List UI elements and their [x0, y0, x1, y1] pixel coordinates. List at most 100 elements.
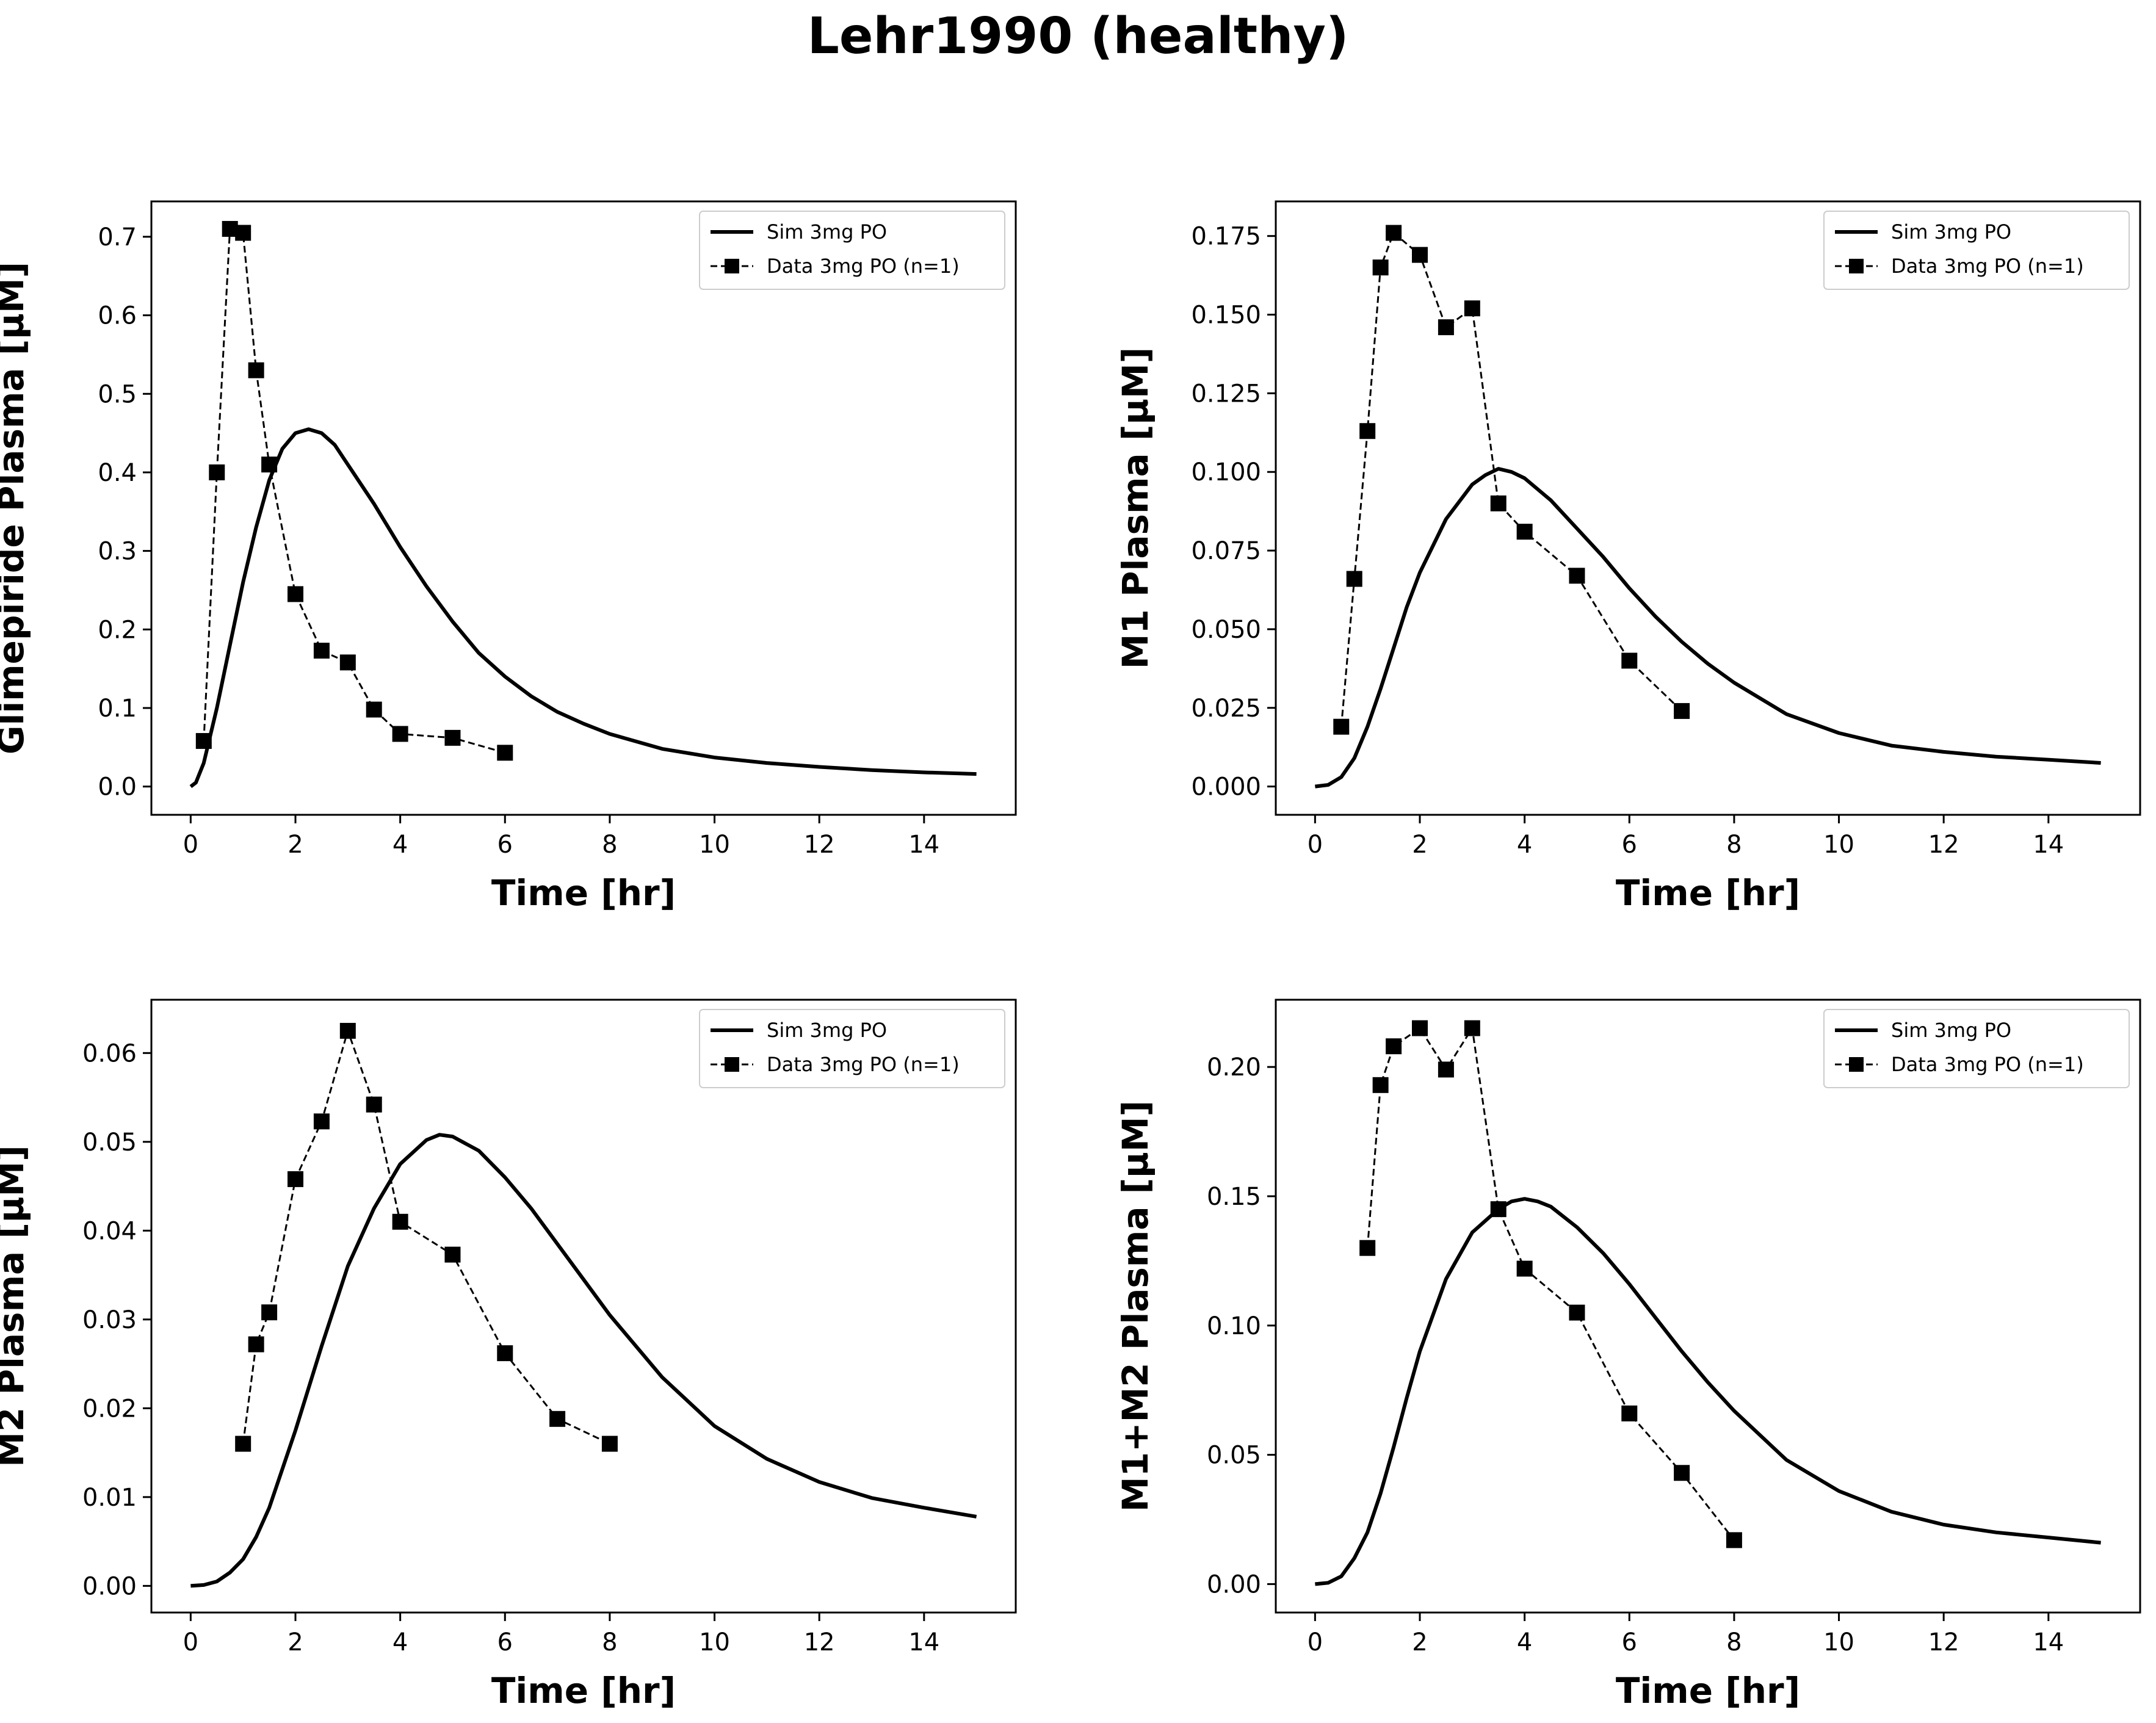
data-point — [1346, 571, 1362, 587]
data-point — [235, 225, 251, 241]
y-axis-label: Glimepiride Plasma [µM] — [0, 262, 32, 754]
legend-box — [699, 211, 1005, 290]
data-point — [1386, 1038, 1402, 1055]
data-point — [1464, 1020, 1480, 1036]
data-point — [366, 1096, 382, 1113]
data-point — [392, 1213, 408, 1230]
data-point — [1359, 423, 1376, 439]
data-point — [392, 726, 408, 742]
legend-data-marker — [725, 1057, 739, 1072]
x-tick-label: 6 — [1622, 831, 1637, 859]
data-point — [1412, 1020, 1428, 1036]
x-tick-label: 2 — [288, 831, 303, 859]
data-point — [1621, 652, 1638, 669]
x-tick-label: 4 — [1517, 831, 1532, 859]
data-point — [1438, 1061, 1454, 1078]
y-tick-label: 0.5 — [98, 380, 137, 408]
sim-line — [189, 427, 977, 789]
data-point — [195, 733, 212, 750]
data-point — [1359, 1240, 1376, 1256]
data-point — [339, 1022, 356, 1039]
y-tick-label: 0.01 — [82, 1484, 137, 1512]
x-tick-label: 8 — [1726, 831, 1742, 859]
data-point — [1464, 300, 1480, 317]
y-tick-label: 0.150 — [1191, 302, 1261, 330]
data-point — [313, 643, 330, 659]
data-point — [288, 586, 303, 602]
y-tick-label: 0.075 — [1191, 537, 1261, 565]
x-tick-label: 6 — [497, 831, 513, 859]
y-tick-label: 0.00 — [82, 1572, 137, 1600]
x-tick-label: 4 — [392, 831, 408, 859]
y-tick-label: 0.7 — [98, 223, 137, 251]
data-point — [1438, 319, 1454, 336]
x-tick-label: 14 — [908, 831, 939, 859]
x-tick-label: 10 — [1823, 831, 1854, 859]
data-point — [601, 1436, 618, 1452]
y-tick-label: 0.20 — [1207, 1053, 1261, 1082]
x-tick-label: 10 — [1823, 1628, 1854, 1656]
data-point — [497, 1345, 513, 1362]
legend-entry: Sim 3mg PO — [767, 220, 887, 244]
y-tick-label: 0.03 — [82, 1306, 137, 1334]
data-point — [339, 654, 356, 671]
x-tick-label: 14 — [2033, 831, 2064, 859]
legend-entry: Data 3mg PO (n=1) — [767, 255, 960, 278]
y-tick-label: 0.05 — [82, 1129, 137, 1157]
data-point — [313, 1113, 330, 1130]
legend-entry: Data 3mg PO (n=1) — [767, 1053, 960, 1076]
x-axis-label: Time [hr] — [1616, 1670, 1800, 1711]
x-tick-label: 14 — [2033, 1628, 2064, 1656]
y-tick-label: 0.175 — [1191, 223, 1261, 251]
legend-entry: Sim 3mg PO — [767, 1019, 887, 1042]
legend-data-marker — [1849, 259, 1864, 273]
data-point — [1516, 1260, 1533, 1277]
x-tick-label: 12 — [804, 831, 835, 859]
y-tick-label: 0.04 — [82, 1217, 137, 1245]
plot-frame — [1275, 999, 2141, 1614]
x-tick-label: 12 — [1928, 831, 1959, 859]
data-point — [444, 729, 461, 746]
x-tick-label: 4 — [1517, 1628, 1532, 1656]
data-point — [1490, 1201, 1507, 1218]
data-point — [209, 464, 225, 480]
legend-entry: Sim 3mg PO — [1891, 1019, 2011, 1042]
legend-entry: Data 3mg PO (n=1) — [1891, 1053, 2084, 1076]
sim-line — [1315, 467, 2101, 789]
y-tick-label: 0.000 — [1191, 773, 1261, 801]
y-tick-label: 0.10 — [1207, 1312, 1261, 1340]
sim-line — [190, 1133, 977, 1588]
x-tick-label: 0 — [183, 1628, 198, 1656]
x-tick-label: 6 — [1622, 1628, 1637, 1656]
y-tick-label: 0.6 — [98, 302, 137, 330]
y-tick-label: 0.125 — [1191, 380, 1261, 408]
x-tick-label: 14 — [908, 1628, 939, 1656]
y-tick-label: 0.1 — [98, 695, 137, 723]
data-point — [1569, 568, 1585, 584]
y-tick-label: 0.15 — [1207, 1183, 1261, 1211]
legend-entry: Sim 3mg PO — [1891, 220, 2011, 244]
legend-box — [1823, 1009, 2130, 1088]
x-tick-label: 0 — [1308, 1628, 1323, 1656]
x-tick-label: 0 — [1308, 831, 1323, 859]
x-tick-label: 12 — [804, 1628, 835, 1656]
x-axis-label: Time [hr] — [491, 872, 676, 914]
y-axis-label: M1 Plasma [µM] — [1115, 347, 1156, 670]
data-point — [1386, 225, 1402, 241]
x-tick-label: 2 — [288, 1628, 303, 1656]
y-tick-label: 0.100 — [1191, 458, 1261, 486]
y-tick-label: 0.05 — [1207, 1442, 1261, 1470]
data-point — [1372, 1077, 1389, 1093]
y-tick-label: 0.050 — [1191, 616, 1261, 644]
x-tick-label: 2 — [1412, 1628, 1427, 1656]
data-point — [1333, 718, 1350, 735]
data-point — [248, 1336, 264, 1353]
x-tick-label: 8 — [602, 1628, 617, 1656]
legend-data-marker — [725, 259, 739, 273]
x-tick-label: 2 — [1412, 831, 1427, 859]
y-axis-label: M2 Plasma [µM] — [0, 1145, 32, 1467]
